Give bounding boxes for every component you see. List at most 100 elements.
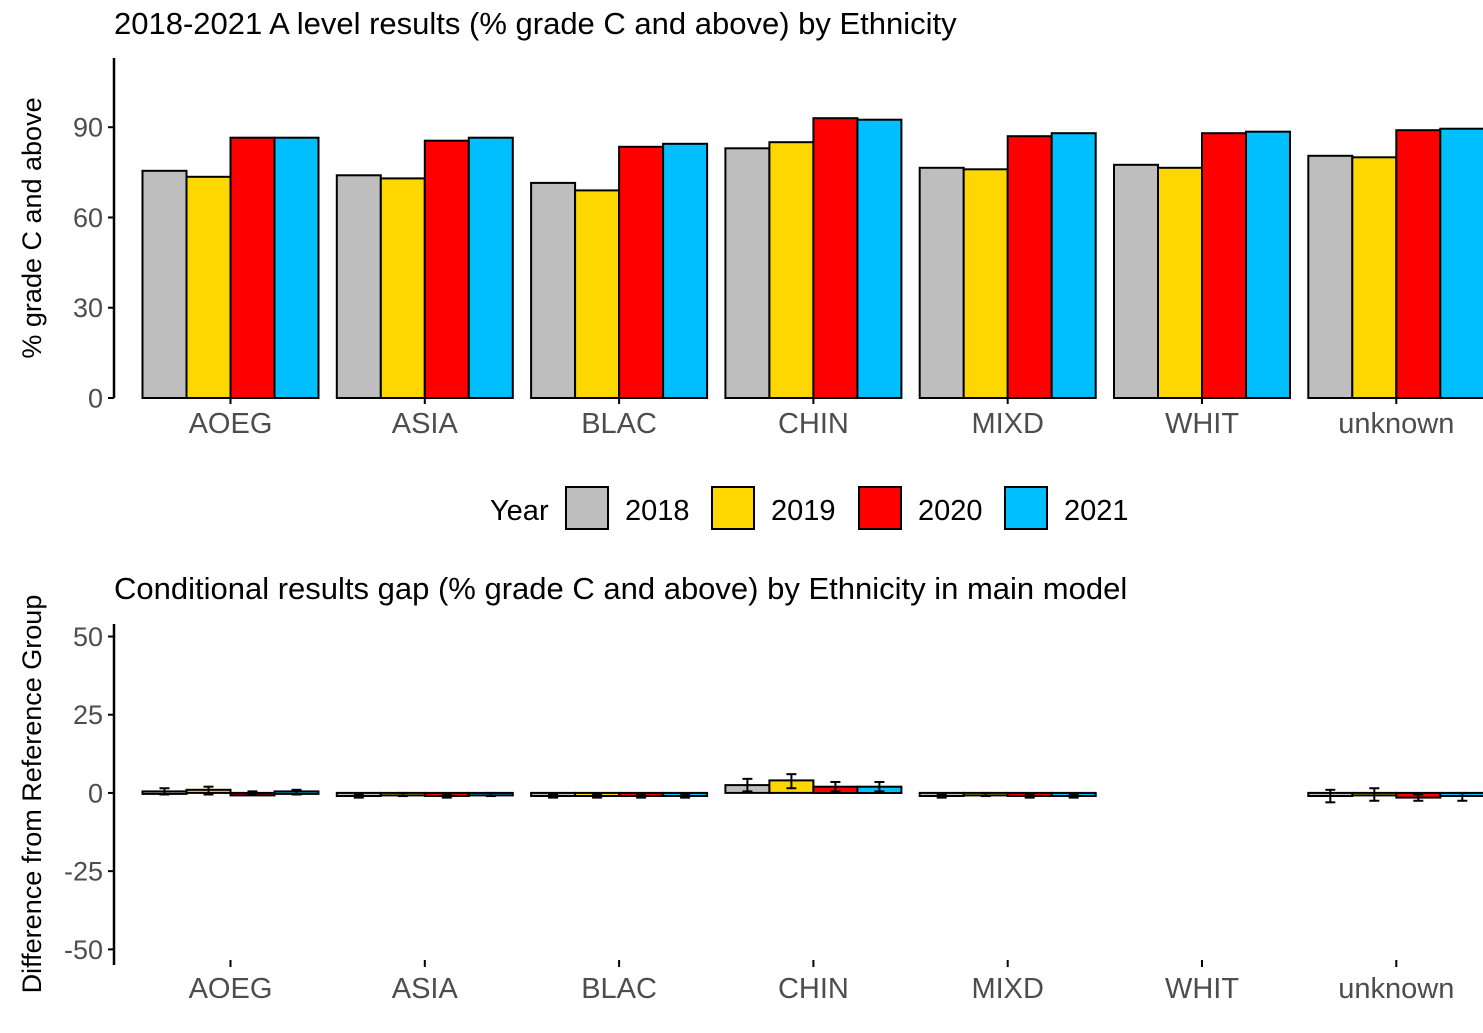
legend-item-2020: 2020	[858, 486, 983, 530]
legend-label: 2019	[771, 495, 836, 527]
bar-WHIT-2021	[1245, 130, 1291, 399]
bottom-panel: Conditional results gap (% grade C and a…	[17, 571, 1483, 1005]
error-bar-ASIA-2020	[441, 793, 452, 799]
error-bar-BLAC-2018	[548, 793, 559, 799]
bar-CHIN-2018	[724, 147, 771, 399]
legend-swatch	[1004, 486, 1048, 530]
bar-unknown-2018	[1307, 154, 1354, 399]
legend-swatch	[711, 486, 755, 530]
bar-BLAC-2019	[574, 189, 621, 399]
x-tick-label-ASIA: ASIA	[392, 973, 459, 1005]
error-bar-AOEG-2018	[159, 787, 170, 796]
error-bar-AOEG-2021	[291, 788, 302, 796]
x-tick-label-unknown: unknown	[1338, 408, 1454, 440]
bar-ASIA-2020	[423, 139, 470, 399]
bottom-chart-title: Conditional results gap (% grade C and a…	[114, 571, 1127, 606]
legend-title: Year	[490, 495, 549, 527]
legend-swatch	[858, 486, 902, 530]
legend-label: 2021	[1064, 495, 1129, 527]
y-tick-label: 90	[73, 113, 103, 143]
x-tick-label-AOEG: AOEG	[189, 408, 273, 440]
y-tick-label: 0	[88, 778, 103, 808]
bottom-error-bars	[159, 773, 1468, 804]
legend-item-2018: 2018	[565, 486, 690, 530]
top-panel: 2018-2021 A level results (% grade C and…	[17, 6, 1483, 440]
bottom-y-axis-label: Difference from Reference Group	[17, 595, 47, 994]
bar-WHIT-2018	[1113, 163, 1159, 399]
y-tick-label: 50	[73, 622, 103, 652]
x-tick-label-BLAC: BLAC	[581, 408, 657, 440]
legend: Year 2018 2019 2020 2021	[490, 486, 1129, 530]
x-tick-label-CHIN: CHIN	[778, 973, 849, 1005]
bar-AOEG-2020	[229, 136, 276, 399]
error-bar-unknown-2020	[1413, 793, 1424, 802]
legend-swatch	[565, 486, 609, 530]
error-bar-ASIA-2021	[485, 791, 496, 798]
x-tick-label-unknown: unknown	[1338, 973, 1454, 1005]
bar-MIXD-2019	[962, 168, 1009, 399]
bottom-axes: -50 -25 0 25 50 AOEG ASIA BLAC CHIN MIXD WHIT unkno…	[64, 622, 1454, 1005]
y-tick-label: 25	[73, 700, 103, 730]
bar-CHIN-2021	[856, 118, 903, 399]
legend-label: 2020	[918, 495, 983, 527]
bar-BLAC-2020	[618, 145, 665, 399]
bar-MIXD-2018	[918, 166, 965, 399]
error-bar-ASIA-2018	[353, 793, 364, 799]
legend-label: 2018	[625, 495, 690, 527]
error-bar-CHIN-2021	[874, 780, 885, 793]
y-tick-label: 30	[73, 293, 103, 323]
error-bar-BLAC-2021	[680, 793, 691, 799]
y-tick-label: 0	[88, 384, 103, 414]
y-tick-label: -25	[64, 857, 103, 887]
x-tick-label-MIXD: MIXD	[971, 973, 1044, 1005]
top-bars	[141, 117, 1483, 399]
bar-ASIA-2019	[379, 177, 426, 399]
legend-items: 2018 2019 2020 2021	[565, 486, 1129, 530]
error-bar-AOEG-2019	[203, 785, 214, 796]
bar-unknown-2019	[1351, 156, 1398, 399]
bar-AOEG-2018	[141, 169, 188, 399]
error-bar-unknown-2019	[1369, 787, 1380, 802]
x-tick-label-ASIA: ASIA	[392, 408, 459, 440]
x-tick-label-WHIT: WHIT	[1165, 408, 1239, 440]
error-bar-BLAC-2020	[636, 793, 647, 799]
bar-BLAC-2021	[662, 142, 709, 399]
top-y-axis-label: % grade C and above	[17, 97, 47, 358]
bar-unknown-2020	[1395, 129, 1442, 399]
error-bar-unknown-2021	[1457, 791, 1468, 802]
bar-WHIT-2020	[1201, 132, 1247, 399]
error-bar-BLAC-2019	[592, 793, 603, 799]
error-bar-unknown-2018	[1325, 788, 1336, 804]
error-bar-MIXD-2019	[980, 791, 991, 798]
bar-MIXD-2021	[1050, 132, 1097, 399]
top-chart-title: 2018-2021 A level results (% grade C and…	[114, 6, 957, 41]
x-tick-label-WHIT: WHIT	[1165, 973, 1239, 1005]
bar-AOEG-2021	[273, 136, 320, 399]
error-bar-CHIN-2019	[786, 773, 797, 790]
bar-BLAC-2018	[530, 181, 577, 399]
y-tick-label: -50	[64, 935, 103, 965]
y-tick-label: 60	[73, 203, 103, 233]
bar-ASIA-2018	[335, 174, 382, 399]
bar-ASIA-2021	[467, 136, 514, 399]
bar-MIXD-2020	[1006, 135, 1053, 399]
error-bar-MIXD-2020	[1024, 793, 1035, 799]
legend-item-2021: 2021	[1004, 486, 1129, 530]
legend-item-2019: 2019	[711, 486, 836, 530]
error-bar-ASIA-2019	[397, 791, 408, 798]
bar-WHIT-2019	[1157, 166, 1203, 399]
bar-AOEG-2019	[185, 175, 232, 399]
bar-CHIN-2019	[768, 141, 815, 399]
error-bar-CHIN-2020	[830, 780, 841, 793]
error-bar-AOEG-2020	[247, 790, 258, 796]
bottom-bars	[141, 779, 1483, 799]
x-tick-label-AOEG: AOEG	[189, 973, 273, 1005]
error-bar-MIXD-2018	[936, 793, 947, 799]
bar-CHIN-2020	[812, 117, 859, 399]
x-tick-label-BLAC: BLAC	[581, 973, 657, 1005]
bar-unknown-2021	[1439, 127, 1483, 399]
error-bar-CHIN-2018	[742, 777, 753, 793]
x-tick-label-MIXD: MIXD	[971, 408, 1044, 440]
x-tick-label-CHIN: CHIN	[778, 408, 849, 440]
